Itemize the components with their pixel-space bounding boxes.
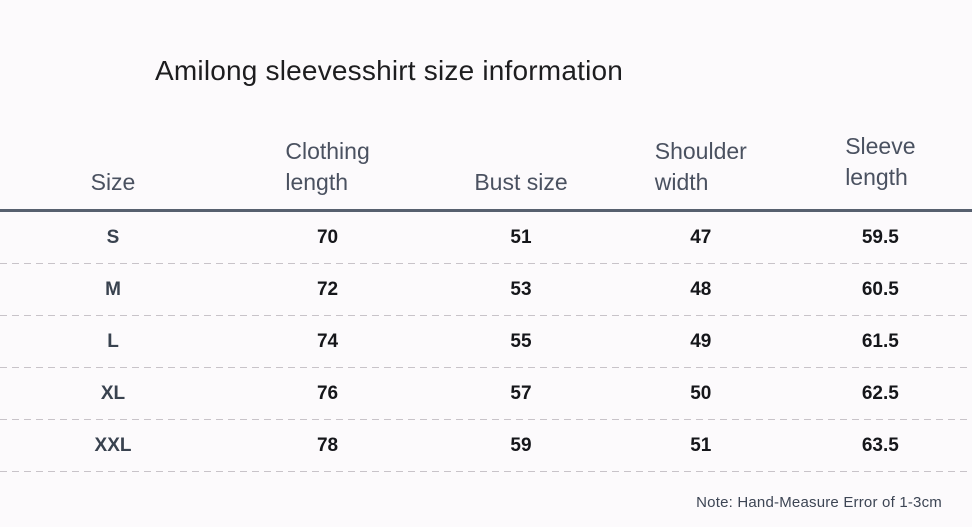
shoulder-width-cell: 50 <box>690 383 712 404</box>
column-header-label: Clothing length <box>285 137 370 195</box>
size-cell: M <box>105 279 121 300</box>
column-header-shoulder-width: Shoulder width <box>613 135 789 209</box>
clothing-length-cell: 76 <box>316 383 339 404</box>
size-cell: L <box>107 331 119 352</box>
bust-size-cell: 55 <box>510 331 532 352</box>
bust-size-cell: 51 <box>510 227 532 248</box>
column-header-label: Sleeve length <box>845 132 916 190</box>
column-header-label: Bust size <box>474 168 568 195</box>
bust-size-cell: 59 <box>510 435 532 456</box>
size-cell: XL <box>100 383 126 404</box>
sleeve-length-cell: 60.5 <box>861 279 899 300</box>
column-header-bust-size: Bust size <box>429 135 613 209</box>
page-title: Amilong sleevesshirt size information <box>155 55 624 86</box>
column-header-label: Size <box>90 168 136 195</box>
column-header-clothing-length: Clothing length <box>226 135 429 209</box>
sleeve-length-cell: 63.5 <box>861 435 899 456</box>
table-row-l: L 74 55 49 61.5 <box>0 316 972 368</box>
table-row-xl: XL 76 57 50 62.5 <box>0 368 972 420</box>
table-header-row: Size Clothing length Bust size Shoulder … <box>0 133 972 209</box>
size-cell: S <box>106 227 120 248</box>
size-table-body: S 70 51 47 59.5 M 72 53 48 60.5 L 74 55 … <box>0 209 972 472</box>
sleeve-length-cell: 59.5 <box>861 227 899 248</box>
table-row-xxl: XXL 78 59 51 63.5 <box>0 420 972 472</box>
sleeve-length-cell: 62.5 <box>861 383 899 404</box>
bust-size-cell: 57 <box>510 383 532 404</box>
note-text: Note: Hand-Measure Error of 1-3cm <box>696 494 942 511</box>
size-cell: XXL <box>94 435 132 456</box>
column-header-label: Shoulder width <box>654 137 747 195</box>
shoulder-width-cell: 51 <box>690 435 712 456</box>
column-header-sleeve-length: Sleeve length <box>789 133 972 209</box>
clothing-length-cell: 78 <box>316 435 339 456</box>
clothing-length-cell: 72 <box>316 279 339 300</box>
clothing-length-cell: 74 <box>316 331 339 352</box>
column-header-size: Size <box>0 135 226 209</box>
shoulder-width-cell: 47 <box>690 227 712 248</box>
sleeve-length-cell: 61.5 <box>861 331 899 352</box>
shoulder-width-cell: 49 <box>690 331 712 352</box>
table-row-s: S 70 51 47 59.5 <box>0 212 972 264</box>
table-row-m: M 72 53 48 60.5 <box>0 264 972 316</box>
clothing-length-cell: 70 <box>316 227 339 248</box>
bust-size-cell: 53 <box>510 279 532 300</box>
shoulder-width-cell: 48 <box>690 279 712 300</box>
